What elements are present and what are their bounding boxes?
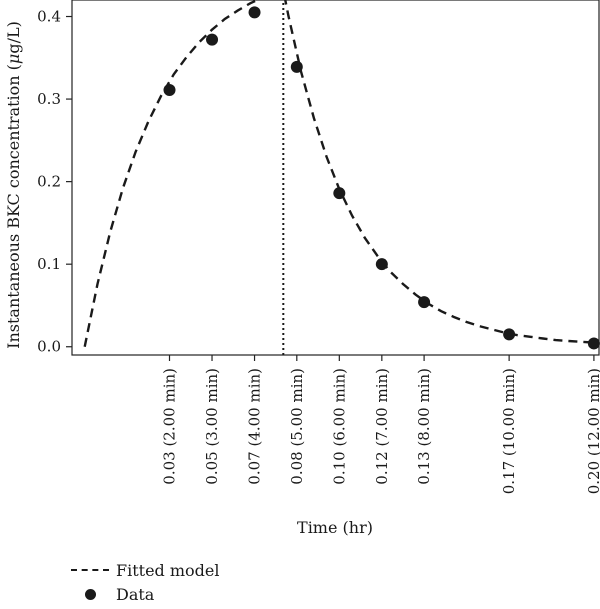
data-points — [163, 6, 600, 350]
y-tick-label: 0.4 — [37, 8, 61, 26]
y-tick-label: 0.0 — [37, 338, 61, 356]
x-tick-label: 0.03 (2.00 min) — [161, 368, 179, 485]
legend-item-data: Data — [70, 582, 220, 606]
data-point — [163, 83, 176, 96]
y-axis-label-prefix: Instantaneous BKC concentration ( — [4, 64, 23, 349]
y-tick-label: 0.3 — [37, 90, 61, 108]
y-tick-label: 0.2 — [37, 173, 61, 191]
data-point — [290, 60, 303, 73]
x-tick-label: 0.07 (4.00 min) — [246, 368, 264, 485]
fitted-model-line — [83, 0, 594, 347]
data-point — [333, 187, 346, 200]
x-tick-label: 0.13 (8.00 min) — [415, 368, 433, 485]
legend-label-data: Data — [116, 584, 155, 604]
x-tick-label: 0.08 (5.00 min) — [288, 368, 306, 485]
dot-swatch-icon — [70, 584, 110, 604]
x-axis-label: Time (hr) — [297, 518, 373, 537]
dashed-line-swatch-icon — [70, 560, 110, 580]
y-axis-label: Instantaneous BKC concentration (μg/L) — [4, 21, 23, 349]
data-point — [248, 6, 261, 19]
y-axis: 0.0 0.1 0.2 0.3 0.4 — [37, 8, 72, 356]
y-tick-label: 0.1 — [37, 255, 61, 273]
legend-label-fitted-model: Fitted model — [116, 560, 220, 580]
data-point — [206, 33, 219, 46]
x-tick-label: 0.17 (10.00 min) — [500, 368, 518, 494]
x-tick-label: 0.12 (7.00 min) — [373, 368, 391, 485]
y-axis-label-mu: μ — [4, 54, 23, 64]
legend-item-fitted-model: Fitted model — [70, 558, 220, 582]
y-axis-label-suffix: g/L) — [4, 21, 23, 54]
x-tick-label: 0.05 (3.00 min) — [203, 368, 221, 485]
x-axis: 0.03 (2.00 min) 0.05 (3.00 min) 0.07 (4.00… — [161, 355, 600, 494]
data-point — [587, 337, 600, 350]
data-point — [418, 296, 431, 309]
data-point — [503, 328, 516, 341]
legend: Fitted model Data — [70, 558, 220, 606]
x-tick-label: 0.20 (12.00 min) — [585, 368, 600, 494]
x-tick-label: 0.10 (6.00 min) — [330, 368, 348, 485]
data-point — [375, 258, 388, 271]
plot-frame — [71, 0, 600, 356]
